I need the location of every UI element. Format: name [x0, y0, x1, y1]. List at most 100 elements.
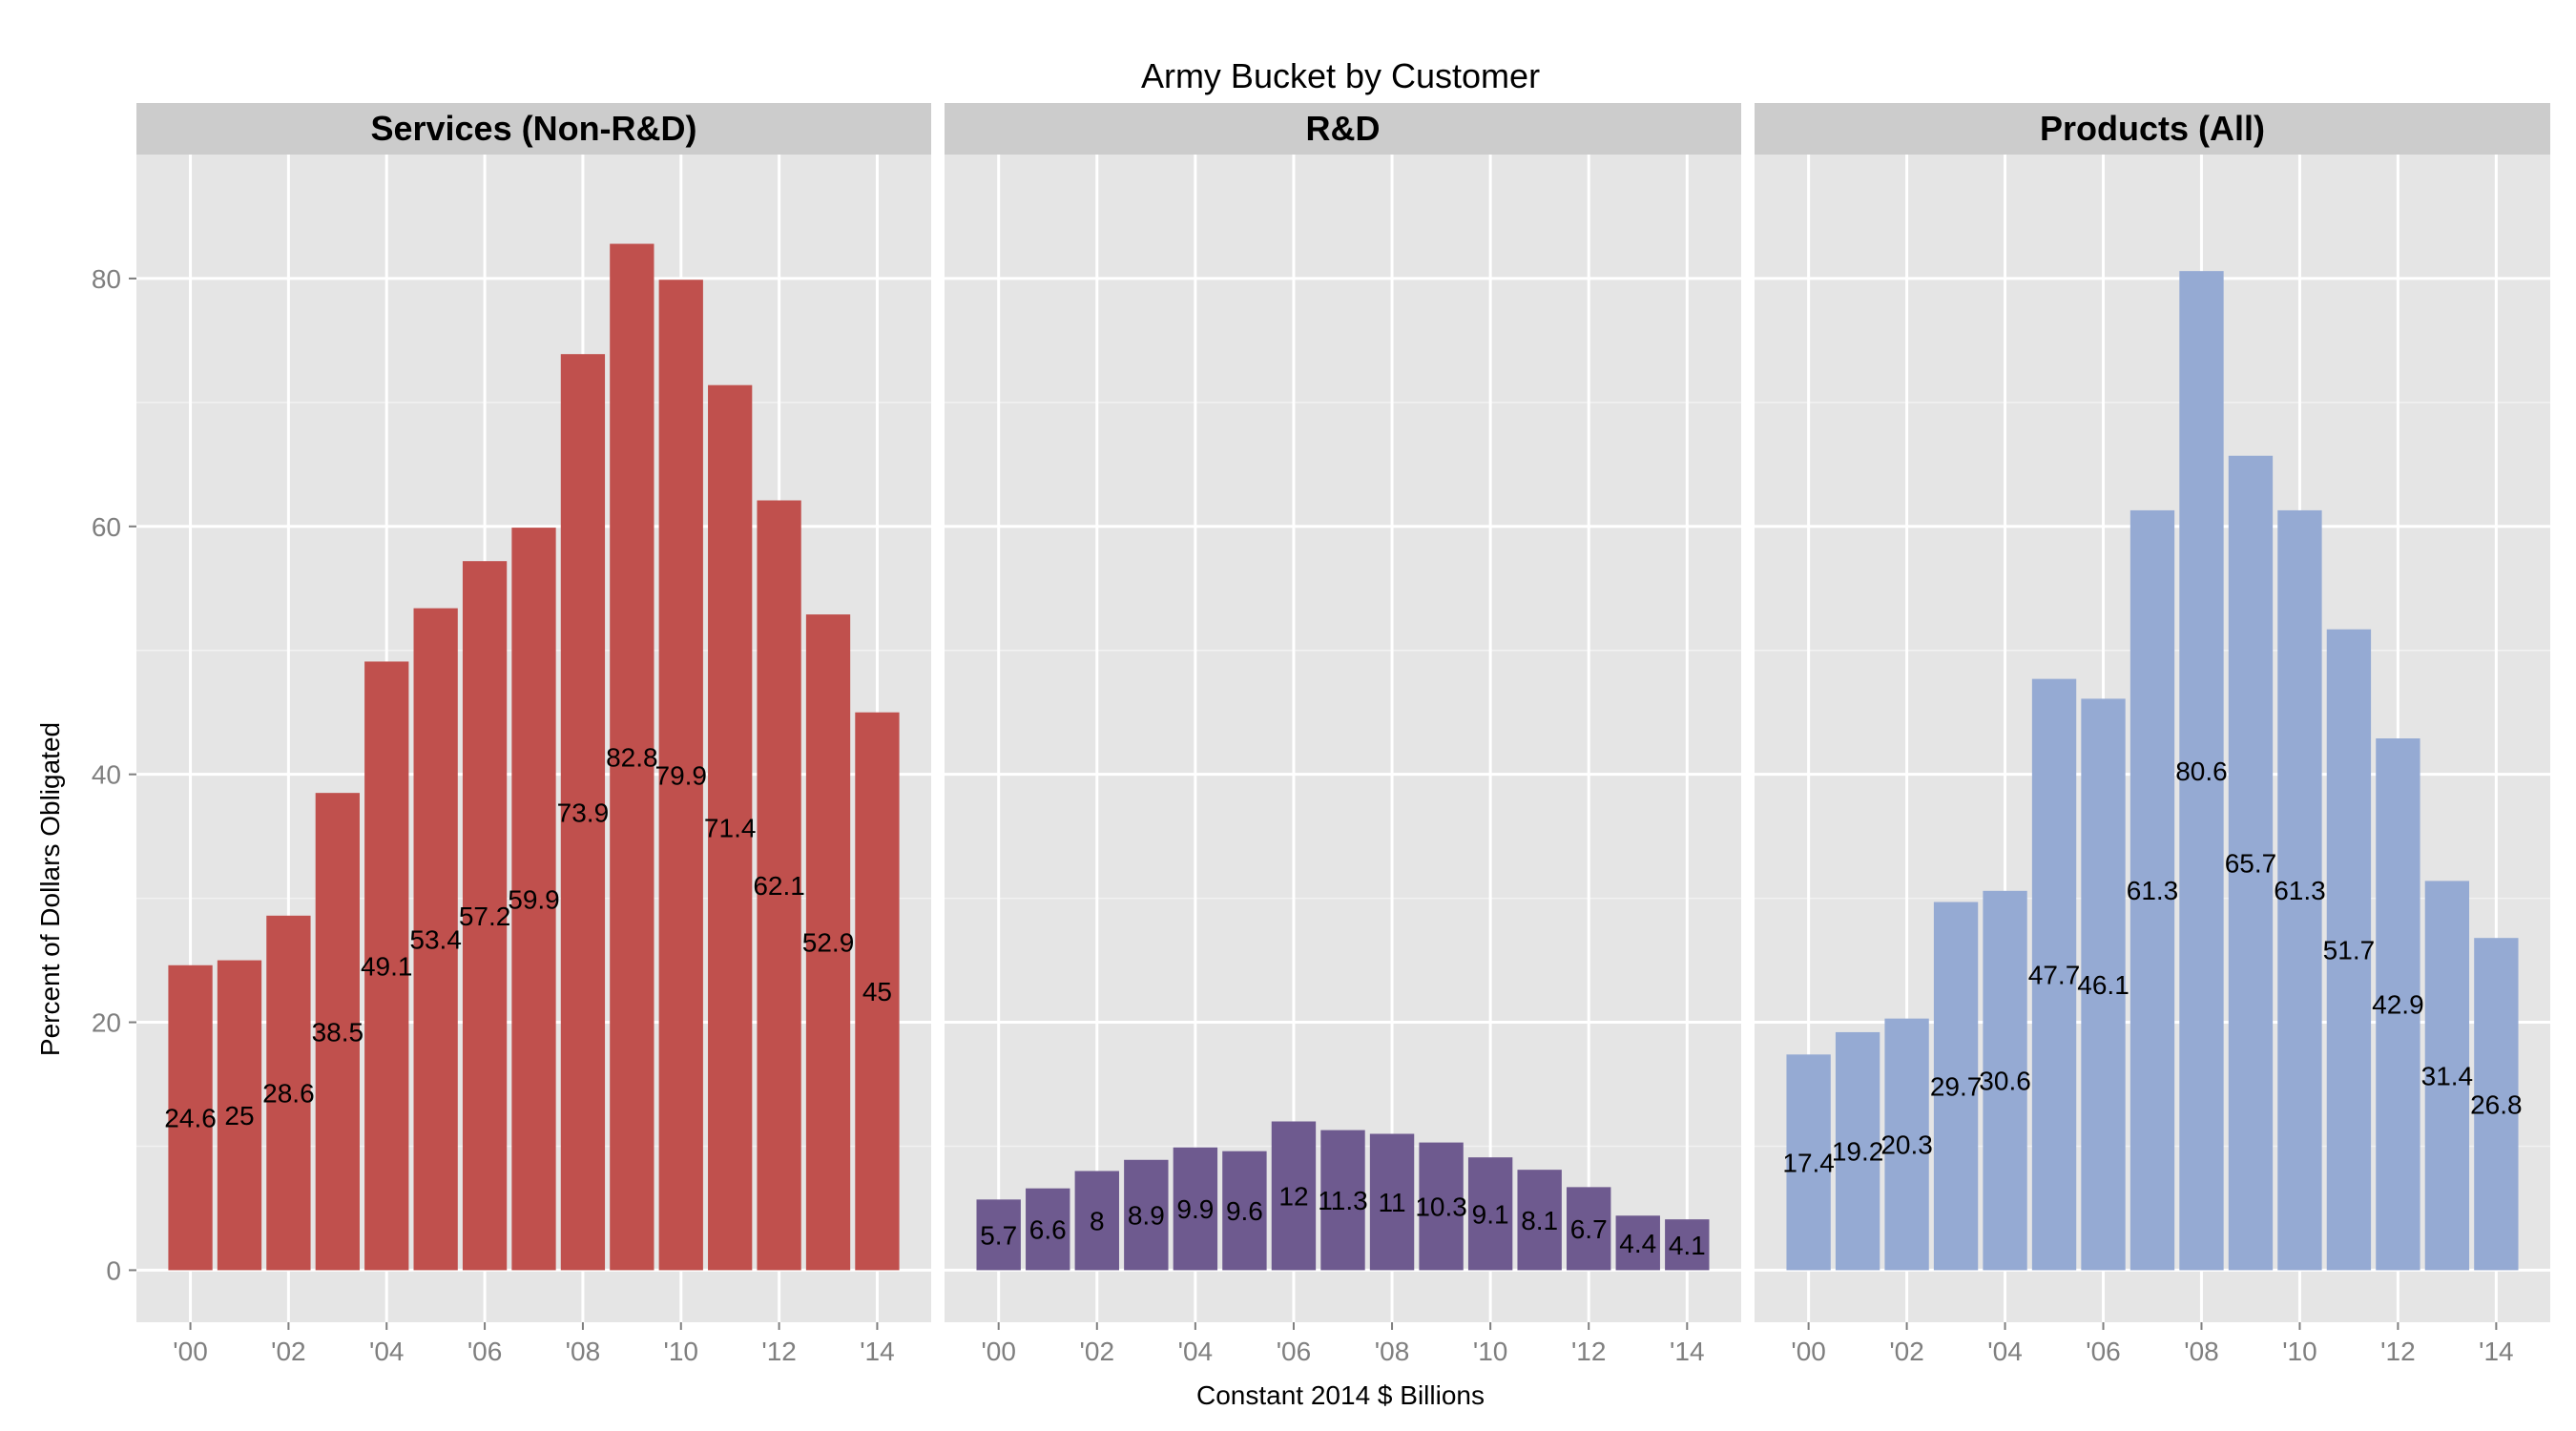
bar [168, 964, 213, 1271]
x-tick-label: '12 [761, 1337, 797, 1366]
data-label: 4.4 [1619, 1229, 1656, 1258]
data-label: 17.4 [1782, 1148, 1835, 1177]
data-label: 62.1 [753, 871, 805, 901]
panel-background [945, 155, 1741, 1322]
bar [2081, 698, 2126, 1271]
x-tick-label: '02 [1889, 1337, 1924, 1366]
bar [2179, 271, 2224, 1271]
bar [462, 561, 508, 1271]
x-tick-label: '04 [1178, 1337, 1214, 1366]
panels: Services (Non-R&D) 24.6 25 28.6 38.5 49.153.4… [136, 103, 2550, 1366]
bar [2474, 938, 2519, 1271]
bar [1983, 890, 2027, 1271]
bar [2376, 738, 2420, 1271]
x-tick-label: '06 [467, 1337, 503, 1366]
bar [1835, 1031, 1880, 1271]
bar [2031, 678, 2077, 1271]
data-label: 59.9 [508, 884, 560, 914]
bar [2277, 509, 2322, 1271]
x-tick-label: '06 [1277, 1337, 1312, 1366]
x-tick-label: '14 [860, 1337, 895, 1366]
strip-background [136, 103, 931, 155]
panel-1: Services (Non-R&D) 24.6 25 28.6 38.5 49.153.4… [136, 103, 931, 1366]
data-label: 57.2 [459, 902, 511, 931]
x-tick-label: '14 [1670, 1337, 1705, 1366]
y-tick-label: 80 [92, 264, 121, 294]
bar [1320, 1130, 1365, 1271]
strip-label: Products (All) [2040, 109, 2265, 148]
data-label: 71.4 [704, 814, 757, 843]
panel-2: R&D 5.7 6.6 8 8.9 9.9 9.6 12 11.3 11 10.3 9.1 8.1 6.7… [945, 103, 1741, 1366]
data-label: 8.1 [1521, 1206, 1558, 1235]
bar [1567, 1187, 1611, 1271]
x-tick-label: '02 [1080, 1337, 1115, 1366]
bar [217, 960, 262, 1271]
bar [1884, 1018, 1929, 1271]
y-axis-title: Percent of Dollars Obligated [35, 722, 65, 1056]
data-label: 12 [1278, 1181, 1308, 1211]
x-tick-label: '02 [271, 1337, 306, 1366]
bar [1419, 1142, 1464, 1271]
data-label: 6.6 [1029, 1215, 1067, 1245]
bar [1026, 1188, 1070, 1271]
data-label: 65.7 [2225, 849, 2277, 879]
bar [757, 500, 801, 1271]
bar [658, 280, 703, 1271]
strip-label: Services (Non-R&D) [370, 109, 696, 148]
data-label: 61.3 [2274, 876, 2326, 905]
data-label: 9.1 [1472, 1199, 1509, 1229]
bar [1517, 1170, 1562, 1271]
data-label: 79.9 [655, 760, 708, 790]
data-label: 49.1 [361, 951, 413, 981]
data-label: 53.4 [409, 924, 462, 954]
bar [1124, 1159, 1169, 1271]
bar [708, 384, 753, 1271]
data-label: 30.6 [1979, 1067, 2031, 1096]
data-label: 73.9 [557, 798, 610, 827]
data-label: 26.8 [2470, 1089, 2523, 1119]
data-label: 25 [224, 1101, 254, 1130]
strip-background [945, 103, 1741, 155]
data-label: 80.6 [2175, 757, 2228, 786]
data-label: 19.2 [1832, 1137, 1884, 1167]
y-axis: 0 20 40 60 80 [92, 264, 136, 1285]
data-label: 61.3 [2127, 876, 2179, 905]
data-label: 52.9 [802, 928, 855, 958]
bar [855, 712, 900, 1271]
data-label: 42.9 [2372, 990, 2424, 1020]
data-label: 8.9 [1128, 1201, 1165, 1231]
data-label: 28.6 [262, 1079, 315, 1109]
x-tick-label: '10 [664, 1337, 699, 1366]
bar [315, 793, 360, 1271]
data-label: 47.7 [2028, 961, 2081, 990]
bar [413, 608, 458, 1271]
x-axis-title: Constant 2014 $ Billions [1196, 1380, 1485, 1410]
x-tick-label: '06 [2086, 1337, 2121, 1366]
x-tick-label: '14 [2479, 1337, 2514, 1366]
bar [976, 1199, 1021, 1271]
chart-title: Army Bucket by Customer [1141, 56, 1540, 95]
data-label: 4.1 [1669, 1231, 1706, 1260]
data-label: 82.8 [606, 742, 658, 772]
data-label: 9.6 [1226, 1196, 1263, 1226]
data-label: 20.3 [1880, 1130, 1933, 1160]
x-tick-label: '04 [1987, 1337, 2023, 1366]
x-tick-label: '10 [2282, 1337, 2317, 1366]
bar [1467, 1157, 1513, 1271]
x-tick-label: '12 [1571, 1337, 1607, 1366]
bar [2424, 881, 2470, 1271]
bar [2326, 629, 2372, 1271]
x-tick-label: '04 [369, 1337, 405, 1366]
bar [364, 661, 409, 1271]
y-tick-label: 60 [92, 512, 121, 542]
x-tick-label: '00 [173, 1337, 208, 1366]
strip-background [1755, 103, 2550, 155]
data-label: 11 [1379, 1188, 1406, 1217]
bar [511, 528, 556, 1271]
data-label: 38.5 [312, 1017, 364, 1047]
data-label: 11.3 [1318, 1186, 1367, 1215]
bar [1615, 1215, 1660, 1271]
bar [1271, 1121, 1317, 1271]
bar [1074, 1171, 1119, 1271]
bar [610, 243, 654, 1271]
